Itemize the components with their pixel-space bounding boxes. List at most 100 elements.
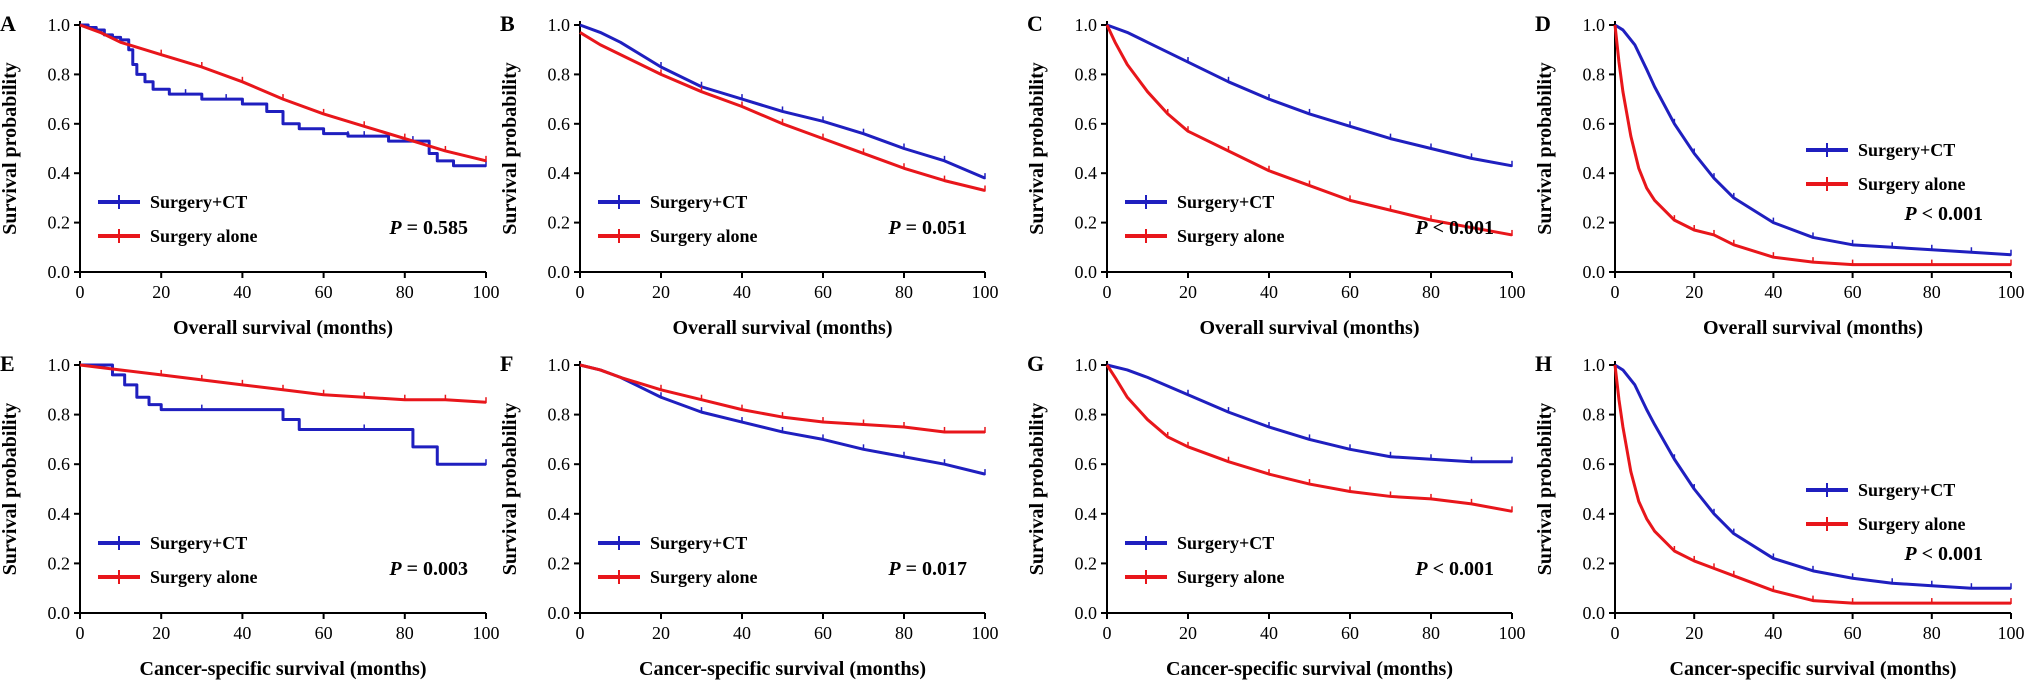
x-tick-label: 100	[1499, 282, 1526, 302]
x-axis-title: Overall survival (months)	[173, 317, 393, 339]
y-tick-label: 0.8	[548, 405, 571, 425]
panel-letter: D	[1535, 11, 1551, 36]
x-tick-label: 20	[1179, 282, 1197, 302]
x-tick-label: 0	[576, 282, 585, 302]
x-tick-label: 80	[396, 282, 414, 302]
y-tick-label: 0.2	[1075, 213, 1098, 233]
panel-b: B 0.0 0.2 0.4 0.6 0.8 1.0 0 20 40 60 80 100 Overall s…	[499, 11, 999, 339]
p-value: P = 0.017	[887, 558, 967, 580]
y-tick-label: 0.8	[1583, 405, 1606, 425]
legend-label: Surgery+CT	[1858, 140, 1955, 160]
x-tick-label: 80	[1422, 623, 1440, 643]
y-tick-label: 0.8	[48, 405, 71, 425]
panel-f: F 0.0 0.2 0.4 0.6 0.8 1.0 0 20 40 60 80 100 Cancer-sp…	[499, 351, 999, 680]
panel-d: D 0.0 0.2 0.4 0.6 0.8 1.0 0 20 40 60 80 100 Overall s…	[1534, 11, 2025, 339]
x-tick-label: 100	[1499, 623, 1526, 643]
y-tick-label: 0.6	[48, 454, 71, 474]
series-line-surgery-ct	[1614, 363, 2011, 590]
x-tick-label: 60	[1844, 623, 1862, 643]
x-tick-label: 20	[652, 623, 670, 643]
y-tick-label: 1.0	[548, 15, 571, 35]
p-value: P < 0.001	[1903, 543, 1983, 565]
series-line-surgery-alone	[79, 23, 487, 163]
series-line-surgery-ct	[1106, 363, 1512, 464]
legend-label: Surgery+CT	[150, 192, 247, 212]
p-value: P < 0.001	[1414, 558, 1494, 580]
p-value: P = 0.585	[388, 217, 468, 239]
x-axis-title: Overall survival (months)	[1200, 317, 1420, 339]
panel-letter: G	[1027, 351, 1044, 376]
y-tick-label: 0.6	[1075, 454, 1098, 474]
series-line-surgery-alone	[1613, 364, 2011, 605]
series-line-surgery-alone	[579, 363, 985, 434]
panel-letter: A	[0, 11, 16, 36]
x-axis-title: Overall survival (months)	[673, 317, 893, 339]
x-tick-label: 0	[1611, 282, 1620, 302]
p-value: P = 0.003	[388, 558, 468, 580]
series-line-surgery-ct	[579, 363, 986, 476]
legend-label: Surgery alone	[1177, 567, 1285, 587]
x-tick-label: 60	[1341, 282, 1359, 302]
y-tick-label: 1.0	[1075, 15, 1098, 35]
y-tick-label: 0.0	[1583, 262, 1606, 282]
x-tick-label: 100	[473, 282, 500, 302]
series-line-surgery-ct	[579, 23, 986, 180]
x-tick-label: 0	[1103, 623, 1112, 643]
x-tick-label: 20	[652, 282, 670, 302]
x-tick-label: 20	[152, 623, 170, 643]
x-tick-label: 60	[814, 623, 832, 643]
series-line-surgery-ct	[80, 363, 486, 466]
x-tick-label: 60	[1341, 623, 1359, 643]
panel-letter: B	[500, 11, 515, 36]
x-tick-label: 100	[1998, 623, 2025, 643]
y-tick-label: 0.0	[48, 603, 71, 623]
x-axis-title: Cancer-specific survival (months)	[140, 658, 427, 680]
y-tick-label: 0.8	[1075, 64, 1098, 84]
x-tick-label: 40	[733, 623, 751, 643]
legend-label: Surgery alone	[650, 567, 758, 587]
x-tick-label: 20	[1179, 623, 1197, 643]
y-tick-label: 0.4	[548, 163, 571, 183]
panel-g: G 0.0 0.2 0.4 0.6 0.8 1.0 0 20 40 60 80 100 Cancer-sp…	[1026, 351, 1526, 680]
y-axis-title: Survival probability	[1026, 403, 1048, 575]
x-tick-label: 80	[1422, 282, 1440, 302]
x-tick-label: 100	[1998, 282, 2025, 302]
x-tick-label: 100	[972, 282, 999, 302]
y-tick-label: 1.0	[48, 355, 71, 375]
x-tick-label: 20	[1685, 623, 1703, 643]
x-tick-label: 60	[315, 623, 333, 643]
x-tick-label: 80	[895, 282, 913, 302]
y-tick-label: 0.4	[48, 504, 71, 524]
x-tick-label: 40	[1260, 623, 1278, 643]
legend-label: Surgery+CT	[1177, 192, 1274, 212]
y-tick-label: 0.0	[1583, 603, 1606, 623]
legend-label: Surgery alone	[150, 226, 258, 246]
p-value: P = 0.051	[887, 217, 967, 239]
x-tick-label: 40	[233, 623, 251, 643]
x-tick-label: 80	[1923, 623, 1941, 643]
legend-label: Surgery+CT	[650, 192, 747, 212]
y-tick-label: 0.2	[1075, 553, 1098, 573]
y-tick-label: 1.0	[1075, 355, 1098, 375]
x-tick-label: 0	[76, 282, 85, 302]
x-axis-title: Cancer-specific survival (months)	[1670, 658, 1957, 680]
legend-label: Surgery alone	[150, 567, 258, 587]
series-line-surgery-alone	[1613, 24, 2011, 267]
panel-letter: F	[500, 351, 513, 376]
y-tick-label: 0.6	[1075, 114, 1098, 134]
y-axis-title: Survival probability	[1534, 62, 1556, 234]
y-tick-label: 0.8	[48, 64, 71, 84]
x-tick-label: 20	[1685, 282, 1703, 302]
x-tick-label: 80	[1923, 282, 1941, 302]
x-axis-title: Cancer-specific survival (months)	[1166, 658, 1453, 680]
y-axis-title: Survival probability	[1026, 62, 1048, 234]
x-tick-label: 100	[473, 623, 500, 643]
panel-letter: E	[0, 351, 15, 376]
p-value: P < 0.001	[1414, 217, 1494, 239]
y-tick-label: 0.8	[1075, 405, 1098, 425]
series-line-surgery-ct	[1614, 23, 2012, 257]
y-axis-title: Survival probability	[1534, 403, 1556, 575]
y-tick-label: 0.6	[548, 454, 571, 474]
y-tick-label: 1.0	[1583, 15, 1606, 35]
